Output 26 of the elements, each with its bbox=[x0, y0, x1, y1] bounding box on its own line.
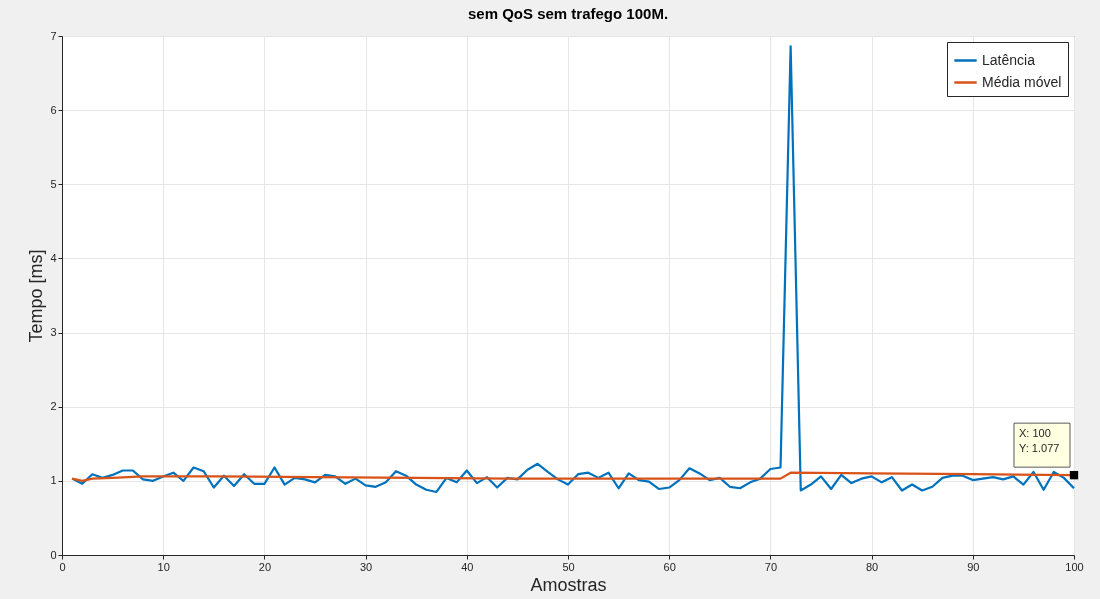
x-tick-label: 30 bbox=[359, 560, 373, 573]
y-tick-label: 5 bbox=[50, 177, 57, 190]
line-series bbox=[71, 45, 1076, 494]
legend-label: Latência bbox=[982, 51, 1036, 68]
y-tick-label: 4 bbox=[50, 251, 57, 264]
y-tick-label: 3 bbox=[50, 326, 57, 339]
x-tick-label: 50 bbox=[562, 560, 575, 573]
x-tick-label: 20 bbox=[258, 560, 272, 573]
x-axis-title: Amostras bbox=[530, 574, 607, 595]
y-tick-label: 6 bbox=[50, 103, 57, 116]
y-tick-label: 0 bbox=[50, 548, 57, 561]
x-tick-label: 80 bbox=[865, 560, 879, 573]
x-tick-label: 100 bbox=[1065, 560, 1084, 573]
legend-label: Média móvel bbox=[982, 73, 1062, 90]
annotation: X: 100 Y: 1.077 bbox=[1019, 427, 1060, 455]
y-axis-title: Tempo [ms] bbox=[26, 249, 47, 343]
x-tick-label: 0 bbox=[59, 560, 66, 573]
y-tick-label: 7 bbox=[50, 29, 57, 42]
x-tick-label: 70 bbox=[764, 560, 778, 573]
x-tick-label: 40 bbox=[461, 560, 474, 573]
chart-title: sem QoS sem trafego 100M. bbox=[467, 5, 669, 22]
x-tick-label: 10 bbox=[157, 560, 170, 573]
y-tick-label: 2 bbox=[50, 400, 57, 413]
x-tick-label: 60 bbox=[663, 560, 676, 573]
y-tick-label: 1 bbox=[50, 474, 57, 487]
x-tick-label: 90 bbox=[967, 560, 980, 573]
